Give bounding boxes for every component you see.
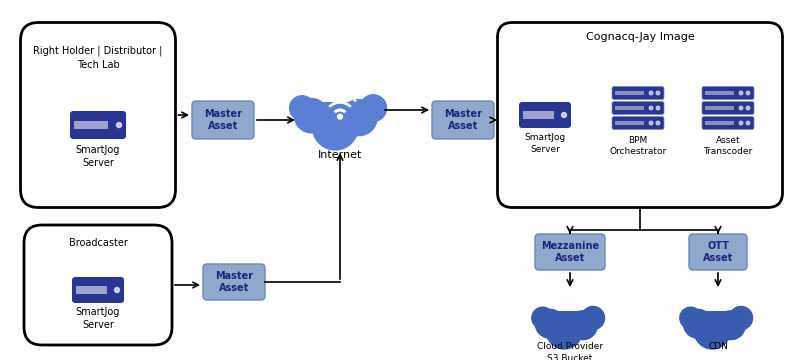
FancyBboxPatch shape xyxy=(705,121,734,125)
Text: Cognacq-Jay Image: Cognacq-Jay Image xyxy=(586,32,694,42)
FancyBboxPatch shape xyxy=(535,234,605,270)
FancyBboxPatch shape xyxy=(702,117,754,130)
Circle shape xyxy=(562,112,566,117)
FancyBboxPatch shape xyxy=(615,121,643,125)
Text: SmartJog: SmartJog xyxy=(76,145,120,155)
Text: Server: Server xyxy=(82,320,114,330)
Text: Transcoder: Transcoder xyxy=(703,147,753,156)
Text: Orchestrator: Orchestrator xyxy=(610,147,666,156)
FancyBboxPatch shape xyxy=(690,311,747,325)
Text: Broadcaster: Broadcaster xyxy=(69,238,127,248)
Circle shape xyxy=(582,306,605,329)
FancyBboxPatch shape xyxy=(74,121,107,129)
Circle shape xyxy=(290,96,314,121)
Circle shape xyxy=(546,313,582,349)
Circle shape xyxy=(569,311,598,339)
Circle shape xyxy=(746,91,750,95)
FancyBboxPatch shape xyxy=(702,102,754,114)
Circle shape xyxy=(117,122,122,127)
FancyBboxPatch shape xyxy=(705,91,734,95)
FancyBboxPatch shape xyxy=(542,311,598,325)
Circle shape xyxy=(717,311,746,339)
Circle shape xyxy=(650,121,653,125)
Text: Server: Server xyxy=(530,145,560,154)
Text: Server: Server xyxy=(82,158,114,168)
Text: BPM: BPM xyxy=(628,136,648,145)
Circle shape xyxy=(656,106,660,110)
Text: SmartJog: SmartJog xyxy=(76,307,120,317)
Circle shape xyxy=(341,100,377,136)
Circle shape xyxy=(650,106,653,110)
Circle shape xyxy=(746,121,750,125)
Circle shape xyxy=(650,91,653,95)
Circle shape xyxy=(313,104,358,150)
Text: SmartJog: SmartJog xyxy=(524,133,566,142)
Text: Tech Lab: Tech Lab xyxy=(77,60,119,70)
FancyBboxPatch shape xyxy=(523,111,554,119)
Circle shape xyxy=(694,313,730,349)
FancyBboxPatch shape xyxy=(72,277,124,303)
FancyBboxPatch shape xyxy=(519,102,571,128)
FancyBboxPatch shape xyxy=(70,111,126,139)
FancyBboxPatch shape xyxy=(702,86,754,99)
Circle shape xyxy=(338,114,342,119)
Circle shape xyxy=(656,91,660,95)
Text: Mezzanine
Asset: Mezzanine Asset xyxy=(541,241,599,263)
Text: S3 Bucket: S3 Bucket xyxy=(547,354,593,360)
FancyBboxPatch shape xyxy=(689,234,747,270)
FancyBboxPatch shape xyxy=(612,102,664,114)
FancyBboxPatch shape xyxy=(76,286,107,294)
Circle shape xyxy=(360,95,386,121)
Circle shape xyxy=(739,121,742,125)
Text: Master
Asset: Master Asset xyxy=(444,109,482,131)
Text: Master
Asset: Master Asset xyxy=(215,271,253,293)
FancyBboxPatch shape xyxy=(21,22,175,207)
Circle shape xyxy=(739,91,742,95)
FancyBboxPatch shape xyxy=(300,102,380,120)
Text: Cloud Provider: Cloud Provider xyxy=(537,342,603,351)
Circle shape xyxy=(746,106,750,110)
FancyBboxPatch shape xyxy=(612,117,664,130)
FancyBboxPatch shape xyxy=(612,86,664,99)
Text: Internet: Internet xyxy=(318,150,362,160)
Circle shape xyxy=(294,99,329,133)
FancyBboxPatch shape xyxy=(432,101,494,139)
Text: Master
Asset: Master Asset xyxy=(204,109,242,131)
Circle shape xyxy=(683,309,712,338)
Circle shape xyxy=(680,307,702,329)
FancyBboxPatch shape xyxy=(615,106,643,110)
FancyBboxPatch shape xyxy=(705,106,734,110)
Text: OTT
Asset: OTT Asset xyxy=(703,241,733,263)
Text: Asset: Asset xyxy=(716,136,740,145)
FancyBboxPatch shape xyxy=(498,22,782,207)
Circle shape xyxy=(739,106,742,110)
Circle shape xyxy=(656,121,660,125)
Text: Right Holder | Distributor |: Right Holder | Distributor | xyxy=(34,45,162,55)
FancyBboxPatch shape xyxy=(615,91,643,95)
FancyBboxPatch shape xyxy=(203,264,265,300)
FancyBboxPatch shape xyxy=(24,225,172,345)
FancyBboxPatch shape xyxy=(192,101,254,139)
Circle shape xyxy=(532,307,554,329)
Circle shape xyxy=(730,306,753,329)
Circle shape xyxy=(114,288,119,292)
Circle shape xyxy=(535,309,564,338)
Text: CDN: CDN xyxy=(708,342,728,351)
